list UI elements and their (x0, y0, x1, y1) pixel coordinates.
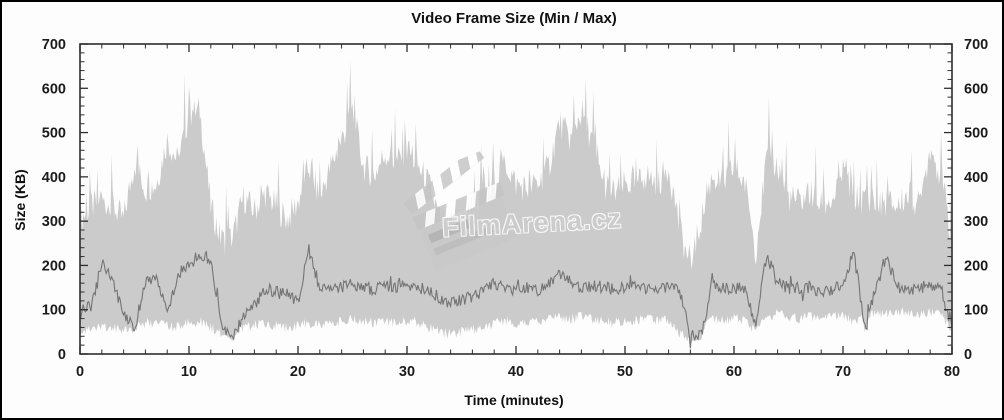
svg-text:200: 200 (42, 258, 66, 274)
svg-text:100: 100 (964, 303, 988, 319)
svg-text:0: 0 (76, 364, 84, 380)
svg-text:80: 80 (944, 364, 960, 380)
svg-text:60: 60 (726, 364, 742, 380)
svg-text:0: 0 (964, 347, 972, 363)
svg-text:30: 30 (399, 364, 415, 380)
svg-text:300: 300 (42, 214, 66, 230)
svg-text:600: 600 (964, 81, 988, 97)
svg-text:200: 200 (964, 258, 988, 274)
svg-text:500: 500 (42, 126, 66, 142)
svg-text:0: 0 (58, 347, 66, 363)
svg-text:400: 400 (964, 170, 988, 186)
svg-text:100: 100 (42, 303, 66, 319)
svg-text:50: 50 (617, 364, 633, 380)
svg-text:40: 40 (508, 364, 524, 380)
chart-title: Video Frame Size (Min / Max) (411, 10, 617, 27)
svg-text:500: 500 (964, 126, 988, 142)
svg-text:700: 700 (964, 37, 988, 53)
svg-text:700: 700 (42, 37, 66, 53)
svg-text:70: 70 (835, 364, 851, 380)
svg-text:20: 20 (290, 364, 306, 380)
svg-text:400: 400 (42, 170, 66, 186)
svg-text:600: 600 (42, 81, 66, 97)
svg-text:300: 300 (964, 214, 988, 230)
svg-text:10: 10 (181, 364, 197, 380)
x-axis-title: Time (minutes) (464, 392, 564, 408)
